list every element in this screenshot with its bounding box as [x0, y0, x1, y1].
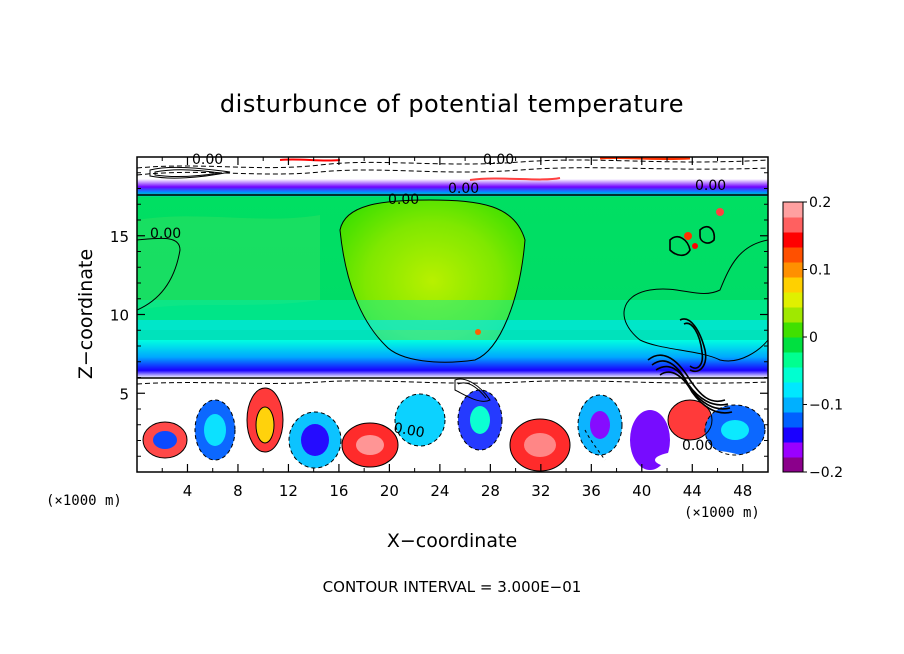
- x-tick-label: 16: [329, 482, 348, 500]
- contour-label: 0.00: [448, 181, 479, 197]
- colorbar-swatch: [783, 457, 803, 473]
- x-tick-label: 44: [683, 482, 702, 500]
- colorbar-tick-label: 0.1: [809, 263, 831, 279]
- colorbar: 0.2 0.1 0 −0.1 −0.2: [782, 195, 843, 481]
- x-tick-label: 24: [430, 482, 449, 500]
- contour-lines: [137, 159, 768, 472]
- x-tick-label: 28: [481, 482, 500, 500]
- colorbar-swatch: [783, 427, 803, 443]
- heatmap-field: [137, 157, 768, 472]
- colorbar-swatch: [783, 232, 803, 248]
- colorbar-swatch: [783, 217, 803, 233]
- contour-label: 0.00: [150, 226, 181, 242]
- colorbar-swatch: [783, 397, 803, 413]
- colorbar-tick-label: −0.2: [809, 465, 843, 481]
- x-tick-label: 36: [582, 482, 601, 500]
- y-tick-label: 5: [119, 385, 129, 403]
- x-axis: 4 8 12 16 20 24 28 32 36 40 44 48: [161, 157, 752, 500]
- y-axis-label: Z−coordinate: [75, 249, 97, 379]
- chart-title: disturbunce of potential temperature: [220, 90, 684, 118]
- contour-interval-note: CONTOUR INTERVAL = 3.000E−01: [323, 578, 582, 596]
- x-unit-label-left: (×1000 m): [46, 493, 122, 509]
- x-tick-label: 8: [233, 482, 243, 500]
- colorbar-swatch: [783, 307, 803, 323]
- colorbar-swatch: [783, 292, 803, 308]
- colorbar-tick-label: 0.2: [809, 195, 831, 211]
- x-tick-label: 12: [279, 482, 298, 500]
- colorbar-swatch: [783, 352, 803, 368]
- y-tick-label: 15: [110, 228, 129, 246]
- colorbar-tick-label: −0.1: [809, 398, 843, 414]
- x-tick-label: 32: [531, 482, 550, 500]
- colorbar-swatch: [783, 262, 803, 278]
- contour-label: 0.00: [388, 192, 419, 208]
- colorbar-swatch: [783, 367, 803, 383]
- contour-label-group: 0.00 0.00 0.00 0.00 0.00 0.00 0.00 0.00: [150, 152, 726, 454]
- x-tick-label: 20: [380, 482, 399, 500]
- colorbar-tick-label: 0: [809, 330, 818, 346]
- colorbar-swatch: [783, 382, 803, 398]
- contour-label: 0.00: [695, 178, 726, 194]
- colorbar-swatch: [783, 412, 803, 428]
- x-unit-label-right: (×1000 m): [684, 505, 760, 521]
- contour-label: 0.00: [392, 420, 425, 441]
- colorbar-swatch: [783, 337, 803, 353]
- colorbar-swatch: [783, 247, 803, 263]
- colorbar-swatch: [783, 442, 803, 458]
- colorbar-swatch: [783, 277, 803, 293]
- y-axis: 5 10 15: [110, 172, 768, 457]
- x-axis-label: X−coordinate: [387, 530, 517, 552]
- y-tick-label: 10: [110, 307, 129, 325]
- x-tick-label: 4: [183, 482, 193, 500]
- contour-label: 0.00: [483, 152, 514, 168]
- contour-label: 0.00: [682, 438, 713, 454]
- x-tick-label: 48: [733, 482, 752, 500]
- colorbar-swatch: [783, 202, 803, 218]
- colorbar-swatch: [783, 322, 803, 338]
- x-tick-label: 40: [632, 482, 651, 500]
- contour-label: 0.00: [192, 152, 223, 168]
